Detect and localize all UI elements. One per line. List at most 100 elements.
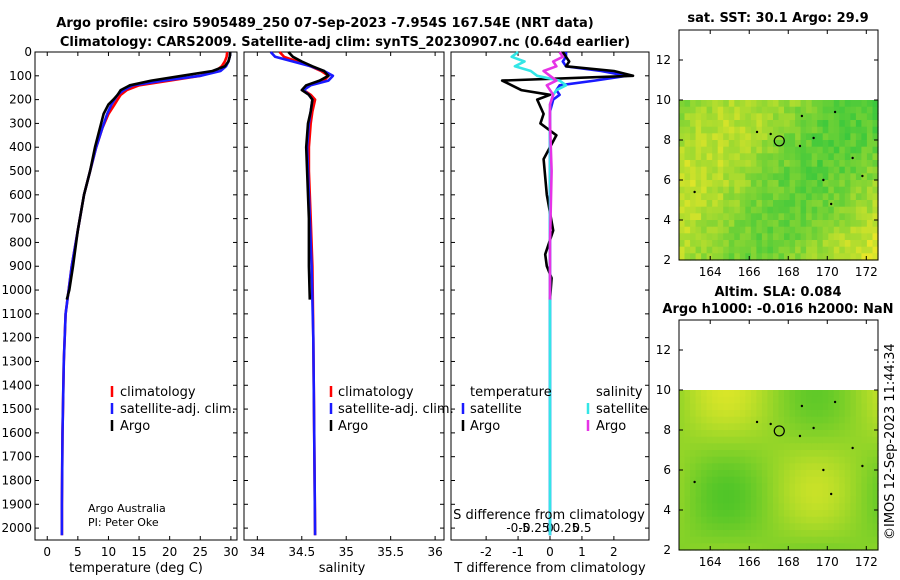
map-cell	[866, 173, 873, 181]
map-cell	[701, 396, 708, 404]
map-cell	[728, 100, 735, 108]
map-cell	[839, 496, 846, 504]
map-cell	[706, 200, 713, 208]
map-cell	[784, 543, 791, 551]
difference-xlabel-top: S difference from climatology	[453, 508, 645, 523]
map-cell	[684, 246, 691, 254]
map-cell	[833, 430, 840, 438]
map-cell	[850, 530, 857, 538]
map-cell	[684, 510, 691, 518]
map-cell	[728, 443, 735, 451]
map-cell	[822, 126, 829, 134]
map-cell	[695, 530, 702, 538]
map-cell	[850, 430, 857, 438]
map-cell	[706, 140, 713, 148]
map-cell	[778, 180, 785, 188]
map-cell	[850, 390, 857, 398]
map-cell	[728, 120, 735, 128]
map-cell	[855, 213, 862, 221]
map-cell	[800, 200, 807, 208]
map-cell	[750, 523, 757, 531]
map-cell	[839, 126, 846, 134]
map-cell	[844, 463, 851, 471]
map-cell	[717, 173, 724, 181]
map-cell	[712, 496, 719, 504]
map-cell	[833, 410, 840, 418]
map-cell	[828, 126, 835, 134]
map-cell	[767, 436, 774, 444]
map-cell	[695, 220, 702, 228]
map-cell	[778, 220, 785, 228]
map-cell	[866, 206, 873, 214]
map-cell	[844, 470, 851, 478]
map-cell	[745, 543, 752, 551]
y-tick-label: 1700	[1, 450, 32, 464]
map-cell	[778, 213, 785, 221]
map-cell	[817, 423, 824, 431]
map-cell	[806, 410, 813, 418]
map-cell	[800, 450, 807, 458]
map-cell	[872, 100, 879, 108]
map-cell	[739, 173, 746, 181]
map-cell	[750, 106, 757, 114]
map-cell	[855, 206, 862, 214]
map-cell	[745, 140, 752, 148]
map-cell	[767, 536, 774, 544]
map-cell	[800, 153, 807, 161]
map-cell	[750, 126, 757, 134]
map-cell	[795, 416, 802, 424]
map-cell	[844, 206, 851, 214]
map-cell	[872, 146, 879, 154]
map-cell	[866, 463, 873, 471]
map-cell	[789, 226, 796, 234]
map-cell	[861, 253, 868, 261]
map-cell	[806, 133, 813, 141]
map-cell	[767, 490, 774, 498]
map-cell	[839, 516, 846, 524]
map-cell	[745, 146, 752, 154]
map-cell	[723, 476, 730, 484]
map-cell	[850, 246, 857, 254]
map-cell	[706, 106, 713, 114]
map-cell	[701, 516, 708, 524]
map-cell	[679, 490, 686, 498]
map-cell	[756, 450, 763, 458]
map-cell	[817, 390, 824, 398]
x-tick-label: 1	[578, 545, 586, 559]
map-cell	[861, 543, 868, 551]
map-cell	[800, 166, 807, 174]
map-cell	[800, 173, 807, 181]
map-cell	[745, 483, 752, 491]
map-cell	[728, 160, 735, 168]
map-cell	[679, 450, 686, 458]
map-cell	[784, 160, 791, 168]
map-cell	[695, 450, 702, 458]
island-marker	[798, 144, 802, 148]
map-cell	[773, 450, 780, 458]
map-cell	[784, 106, 791, 114]
map-cell	[839, 133, 846, 141]
map-cell	[767, 246, 774, 254]
map-cell	[701, 456, 708, 464]
map-cell	[795, 496, 802, 504]
x-tick-label: -1	[512, 545, 524, 559]
map-cell	[761, 100, 768, 108]
map-cell	[872, 173, 879, 181]
map-cell	[778, 200, 785, 208]
map-cell	[756, 113, 763, 121]
map-cell	[828, 113, 835, 121]
map-cell	[861, 246, 868, 254]
map-cell	[734, 436, 741, 444]
map-cell	[690, 483, 697, 491]
map-cell	[872, 206, 879, 214]
credit-line2: PI: Peter Oke	[88, 516, 159, 529]
map-cell	[778, 490, 785, 498]
island-marker	[755, 420, 759, 424]
map-cell	[817, 396, 824, 404]
y-tick-label: 8	[663, 423, 671, 437]
map-cell	[728, 193, 735, 201]
map-cell	[811, 443, 818, 451]
map-cell	[717, 213, 724, 221]
map-cell	[701, 180, 708, 188]
map-cell	[701, 543, 708, 551]
